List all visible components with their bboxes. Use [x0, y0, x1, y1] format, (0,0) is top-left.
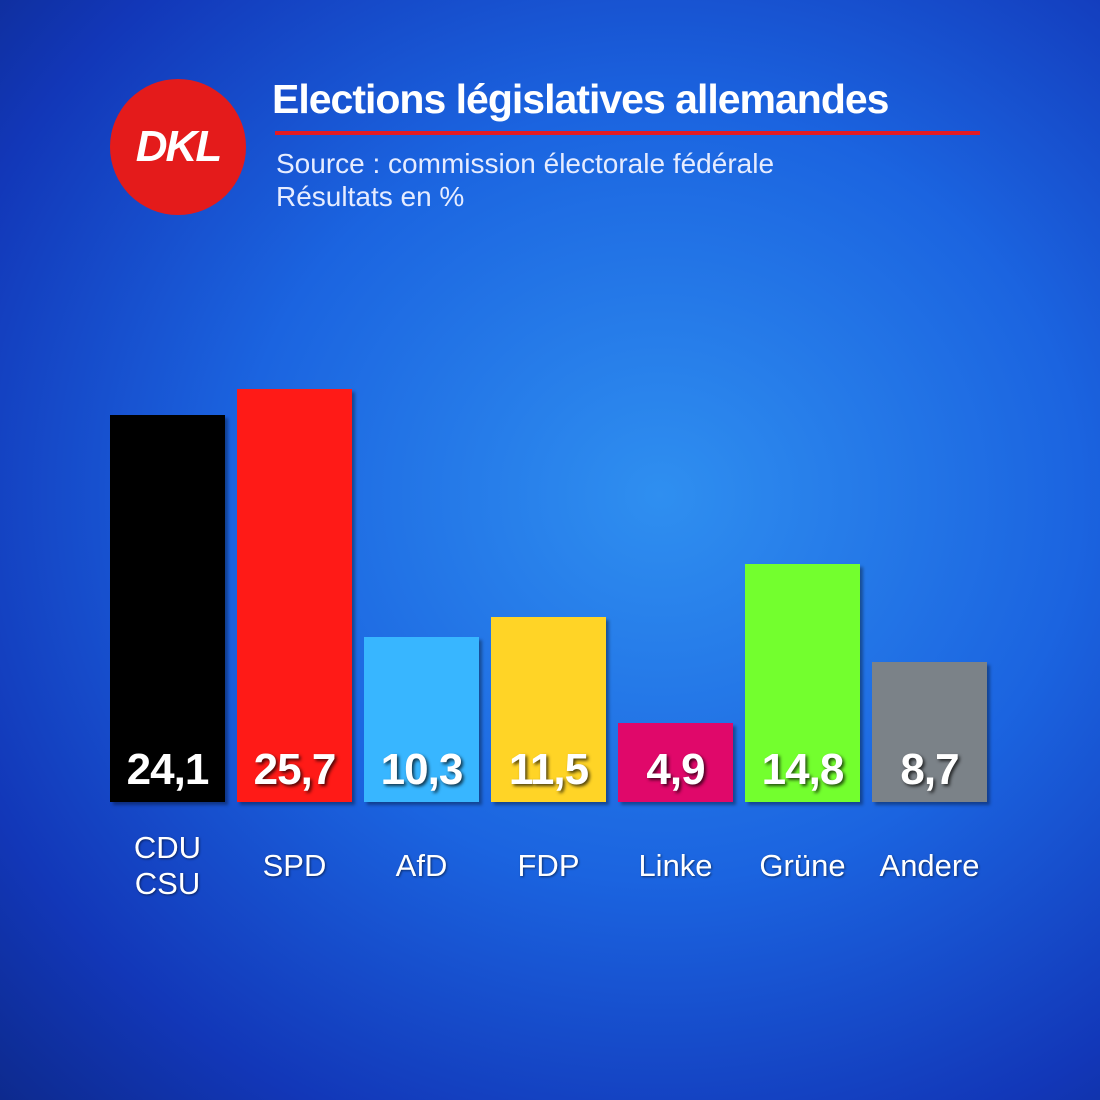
subtitle: Source : commission électorale fédérale: [276, 148, 775, 179]
x-tick-label: Andere: [879, 848, 980, 883]
bar: [491, 617, 606, 802]
bar: [364, 636, 479, 802]
x-tick-label: CDU CSU: [133, 830, 202, 901]
value-label: 4,9: [646, 745, 705, 794]
x-tick-label: Grüne: [759, 848, 846, 883]
bar: [110, 414, 225, 802]
value-label: 24,1: [126, 745, 210, 794]
x-tick-label: FDP: [517, 848, 580, 883]
x-tick-label: SPD: [262, 848, 327, 883]
bar: [237, 389, 352, 802]
x-tick-label: Linke: [638, 848, 713, 883]
value-label: 25,7: [253, 745, 337, 794]
bar: [745, 564, 860, 802]
value-label: 8,7: [900, 745, 959, 794]
title-underline: [275, 131, 980, 135]
chart-title: Elections législatives allemandes: [272, 76, 889, 122]
value-label: 14,8: [761, 745, 845, 794]
note: Résultats en %: [276, 181, 465, 212]
bar: [618, 723, 733, 802]
x-tick-label: AfD: [395, 848, 448, 883]
bar: [872, 662, 987, 802]
value-label: 10,3: [380, 745, 464, 794]
logo: DKL: [110, 79, 246, 215]
value-label: 11,5: [508, 745, 589, 794]
